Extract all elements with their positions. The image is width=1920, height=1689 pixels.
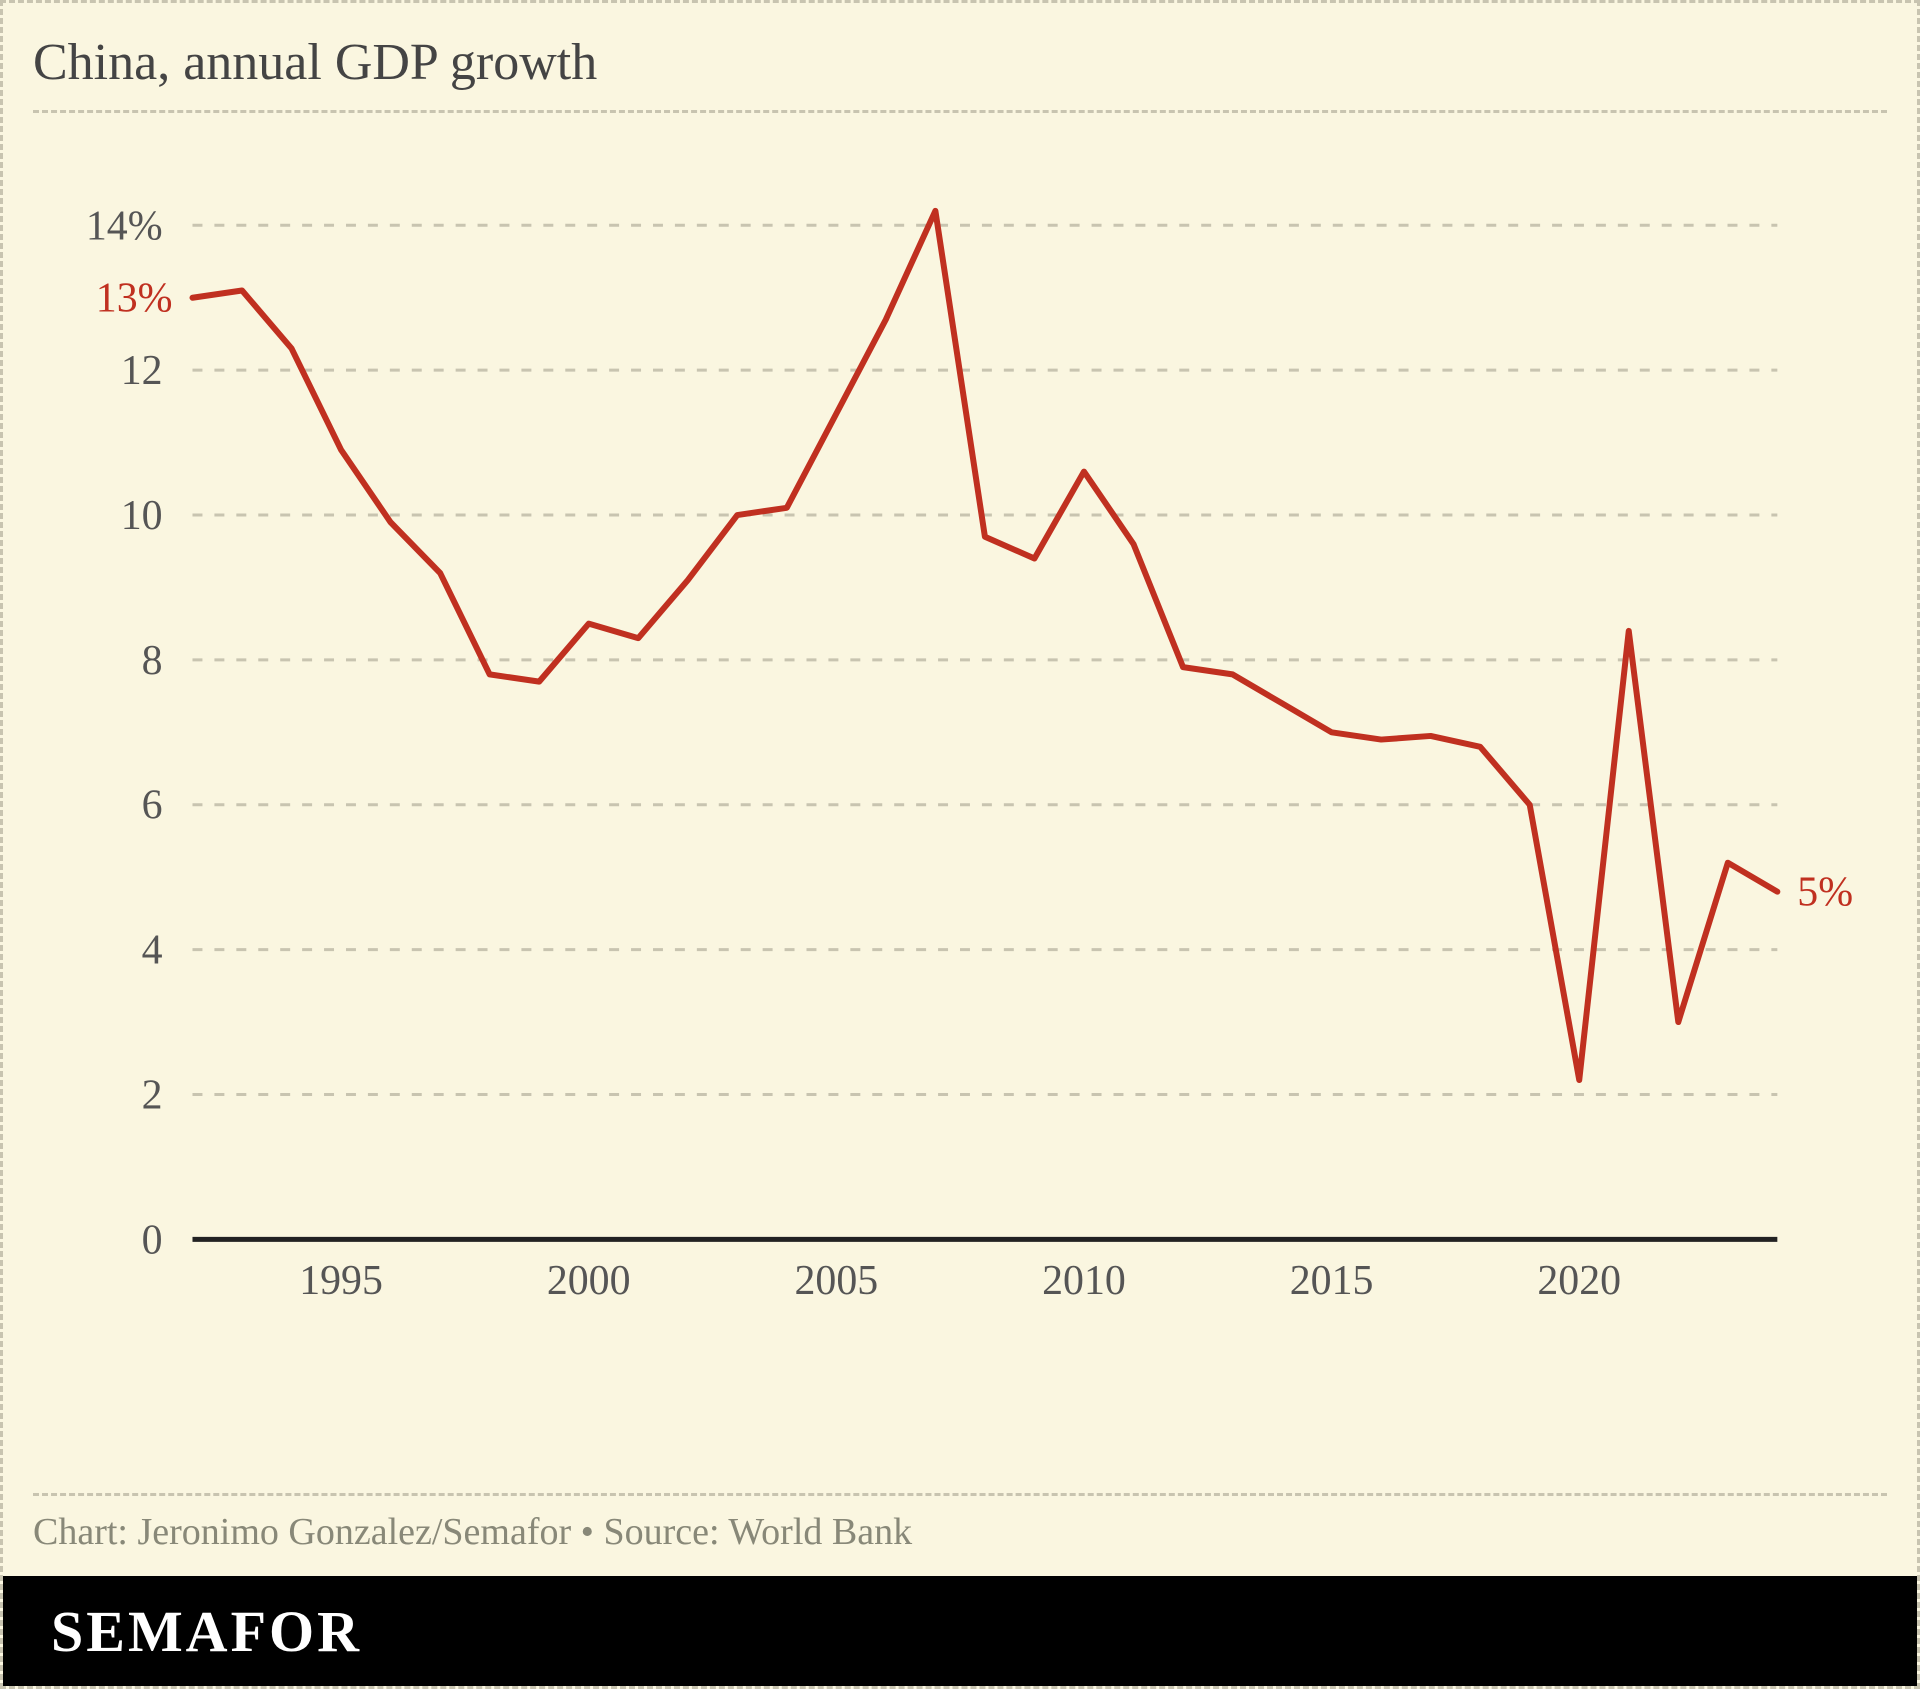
svg-text:2: 2: [142, 1072, 163, 1118]
plot-area: 0 2 4 6 8 10 12 14% 1995 2000 2005 2010 2015 2020 13% 5…: [33, 113, 1887, 1493]
svg-text:6: 6: [142, 783, 163, 829]
svg-text:12: 12: [121, 348, 163, 394]
chart-credit: Chart: Jeronimo Gonzalez/Semafor • Sourc…: [33, 1496, 1887, 1576]
svg-text:2020: 2020: [1537, 1258, 1621, 1304]
chart-card: China, annual GDP growth 0 2 4 6 8 10 12 14% 199…: [0, 0, 1920, 1689]
line-chart: 0 2 4 6 8 10 12 14% 1995 2000 2005 2010 2015 2020 13% 5…: [33, 113, 1887, 1329]
svg-text:14%: 14%: [86, 203, 163, 249]
brand-bar: SEMAFOR: [3, 1576, 1917, 1686]
svg-text:4: 4: [142, 928, 163, 974]
svg-text:2010: 2010: [1042, 1258, 1126, 1304]
svg-text:13%: 13%: [96, 276, 173, 322]
svg-text:8: 8: [142, 638, 163, 684]
svg-text:1995: 1995: [299, 1258, 383, 1304]
svg-text:0: 0: [142, 1217, 163, 1263]
svg-text:2000: 2000: [547, 1258, 631, 1304]
svg-text:5%: 5%: [1797, 870, 1853, 916]
svg-text:2015: 2015: [1290, 1258, 1374, 1304]
svg-text:10: 10: [121, 493, 163, 539]
svg-text:2005: 2005: [794, 1258, 878, 1304]
brand-logo: SEMAFOR: [51, 1598, 362, 1665]
chart-title: China, annual GDP growth: [33, 33, 1887, 92]
